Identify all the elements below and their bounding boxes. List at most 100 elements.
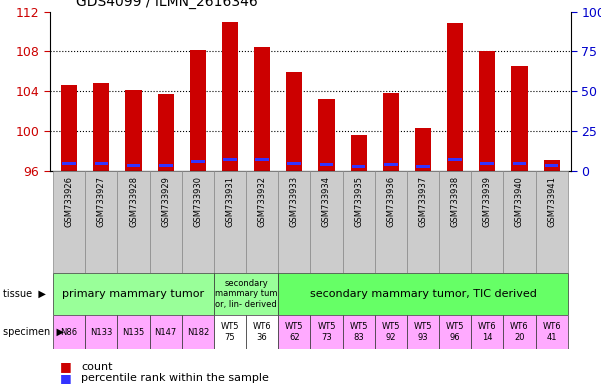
Bar (448, 159, 462, 161)
Bar (511, 66, 528, 171)
Text: GSM733941: GSM733941 (547, 176, 556, 227)
FancyBboxPatch shape (535, 171, 568, 273)
FancyBboxPatch shape (471, 315, 504, 349)
Text: WT5
73: WT5 73 (317, 323, 336, 342)
Bar (254, 47, 270, 171)
Bar (126, 90, 142, 171)
FancyBboxPatch shape (310, 171, 343, 273)
FancyBboxPatch shape (504, 315, 535, 349)
Text: WT6
41: WT6 41 (542, 323, 561, 342)
Bar (415, 128, 431, 171)
Text: GDS4099 / ILMN_2616346: GDS4099 / ILMN_2616346 (76, 0, 258, 9)
Text: WT5
62: WT5 62 (285, 323, 304, 342)
Text: N182: N182 (187, 328, 209, 337)
FancyBboxPatch shape (53, 171, 85, 273)
Bar (222, 23, 238, 171)
FancyBboxPatch shape (53, 273, 214, 315)
Bar (350, 135, 367, 171)
Text: GSM733928: GSM733928 (129, 176, 138, 227)
FancyBboxPatch shape (278, 315, 310, 349)
Bar (191, 161, 205, 163)
FancyBboxPatch shape (85, 171, 117, 273)
FancyBboxPatch shape (278, 171, 310, 273)
Text: GSM733936: GSM733936 (386, 176, 395, 227)
Text: GSM733931: GSM733931 (225, 176, 234, 227)
Text: GSM733934: GSM733934 (322, 176, 331, 227)
Text: WT6
20: WT6 20 (510, 323, 529, 342)
Text: WT5
75: WT5 75 (221, 323, 239, 342)
FancyBboxPatch shape (150, 315, 182, 349)
Text: N135: N135 (123, 328, 145, 337)
Text: tissue  ▶: tissue ▶ (3, 289, 46, 299)
Text: GSM733926: GSM733926 (65, 176, 74, 227)
Text: GSM733937: GSM733937 (418, 176, 427, 227)
Bar (545, 164, 558, 167)
FancyBboxPatch shape (214, 315, 246, 349)
Bar (383, 93, 399, 171)
Bar (157, 94, 174, 171)
Bar (223, 159, 237, 161)
Text: GSM733929: GSM733929 (161, 176, 170, 227)
Bar (352, 166, 365, 168)
FancyBboxPatch shape (182, 171, 214, 273)
Bar (61, 85, 77, 171)
FancyBboxPatch shape (375, 315, 407, 349)
Text: secondary mammary tumor, TIC derived: secondary mammary tumor, TIC derived (310, 289, 537, 299)
FancyBboxPatch shape (117, 315, 150, 349)
Bar (513, 162, 526, 165)
Bar (93, 83, 109, 171)
FancyBboxPatch shape (504, 171, 535, 273)
FancyBboxPatch shape (214, 171, 246, 273)
Text: N86: N86 (61, 328, 78, 337)
Text: GSM733939: GSM733939 (483, 176, 492, 227)
Bar (544, 160, 560, 171)
FancyBboxPatch shape (535, 315, 568, 349)
Bar (416, 166, 430, 168)
FancyBboxPatch shape (214, 273, 278, 315)
Bar (447, 23, 463, 171)
FancyBboxPatch shape (117, 171, 150, 273)
Text: percentile rank within the sample: percentile rank within the sample (81, 373, 269, 383)
FancyBboxPatch shape (407, 171, 439, 273)
Text: WT5
83: WT5 83 (349, 323, 368, 342)
Text: WT6
36: WT6 36 (253, 323, 272, 342)
FancyBboxPatch shape (246, 315, 278, 349)
Bar (63, 162, 76, 165)
Text: GSM733935: GSM733935 (354, 176, 363, 227)
Text: GSM733933: GSM733933 (290, 176, 299, 227)
Text: primary mammary tumor: primary mammary tumor (63, 289, 204, 299)
Text: N133: N133 (90, 328, 112, 337)
Text: GSM733932: GSM733932 (258, 176, 267, 227)
Bar (159, 164, 172, 167)
Text: GSM733927: GSM733927 (97, 176, 106, 227)
Bar (127, 164, 141, 167)
FancyBboxPatch shape (53, 315, 85, 349)
Bar (319, 99, 335, 171)
Bar (480, 162, 494, 165)
FancyBboxPatch shape (343, 171, 375, 273)
Bar (384, 164, 398, 166)
FancyBboxPatch shape (150, 171, 182, 273)
Bar (190, 50, 206, 171)
Bar (255, 159, 269, 161)
Text: ■: ■ (60, 372, 72, 384)
FancyBboxPatch shape (310, 315, 343, 349)
FancyBboxPatch shape (375, 171, 407, 273)
FancyBboxPatch shape (407, 315, 439, 349)
FancyBboxPatch shape (278, 273, 568, 315)
Bar (286, 72, 302, 171)
Text: secondary
mammary tum
or, lin- derived: secondary mammary tum or, lin- derived (215, 279, 277, 309)
Text: count: count (81, 362, 112, 372)
FancyBboxPatch shape (85, 315, 117, 349)
Bar (320, 164, 334, 166)
FancyBboxPatch shape (439, 171, 471, 273)
Text: WT5
96: WT5 96 (446, 323, 465, 342)
Text: GSM733940: GSM733940 (515, 176, 524, 227)
FancyBboxPatch shape (471, 171, 504, 273)
Text: GSM733930: GSM733930 (194, 176, 203, 227)
Text: WT5
92: WT5 92 (382, 323, 400, 342)
Text: N147: N147 (154, 328, 177, 337)
Text: ■: ■ (60, 360, 72, 373)
FancyBboxPatch shape (182, 315, 214, 349)
Text: GSM733938: GSM733938 (451, 176, 460, 227)
